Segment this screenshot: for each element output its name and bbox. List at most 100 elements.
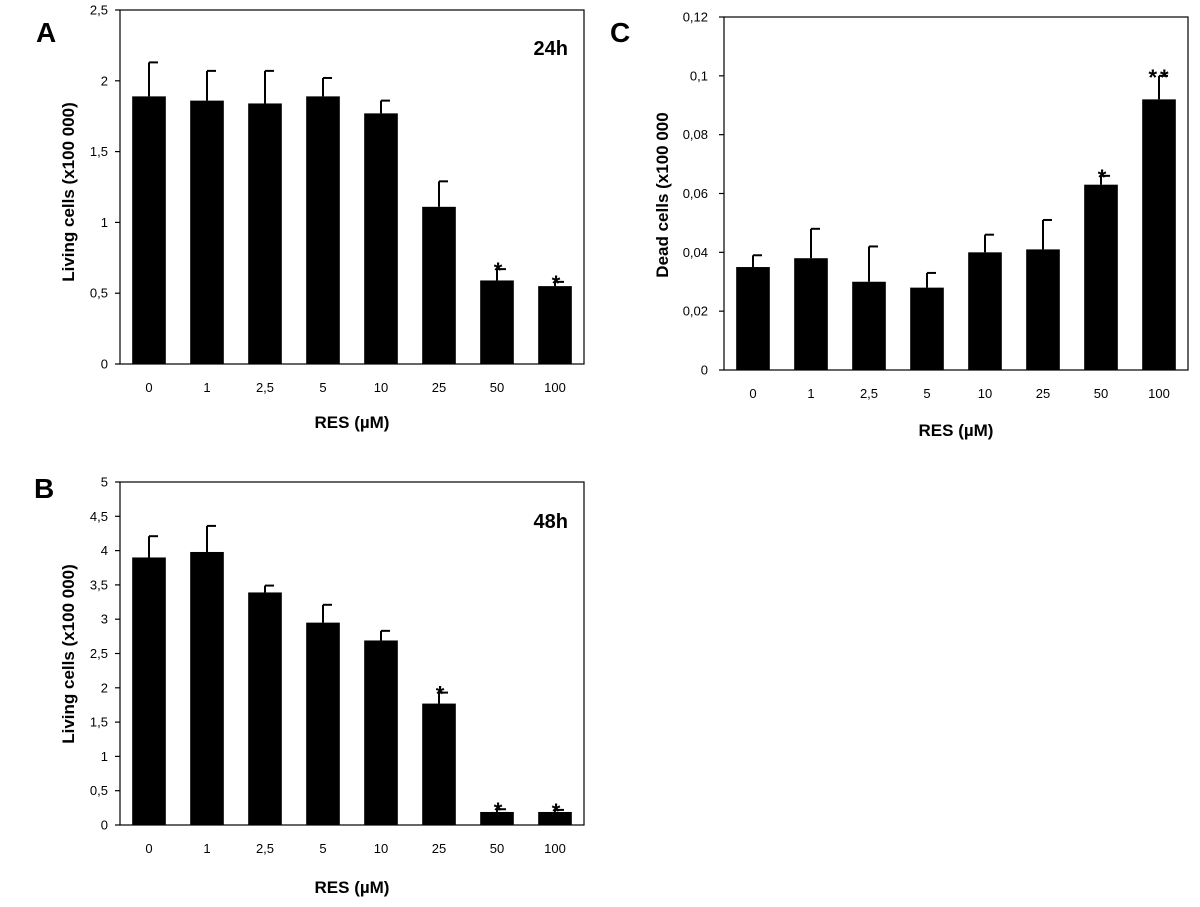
panel-b-x-tick-label: 10 [374, 841, 388, 856]
panel-c-x-tick-label: 25 [1036, 386, 1050, 401]
panel-a-x-tick-label: 25 [432, 380, 446, 395]
panel-c-y-axis-title: Dead cells (x100 000 [653, 112, 672, 277]
panel-b-x-tick-label: 25 [432, 841, 446, 856]
panel-c-x-tick-label: 5 [923, 386, 930, 401]
panel-c-bar [910, 287, 944, 370]
panel-b-y-tick-label: 0,5 [90, 783, 108, 798]
panel-a-plot-area: 0 0,5 1 1,5 2 2,5 0 1 2,5 5 10 25 50 * 100 * [90, 3, 585, 395]
panel-c-bar [736, 267, 770, 370]
panel-a-bar [422, 206, 456, 364]
panel-c-bar [968, 252, 1002, 370]
panel-b-y-axis-title: Living cells (x100 000) [59, 564, 78, 744]
panel-b-x-tick-label: 5 [319, 841, 326, 856]
panel-b-x-tick-label: 1 [203, 841, 210, 856]
panel-c-x-axis-title: RES (µM) [919, 421, 994, 440]
panel-a-x-tick-label: 0 [145, 380, 152, 395]
panel-c-y-tick-label: 0,1 [690, 68, 708, 83]
panel-a-y-tick-label: 1,5 [90, 144, 108, 159]
panel-c: C RES (µM) Dead cells (x100 000 0 0,02 0,0… [610, 10, 1189, 440]
panel-a-x-tick-label: 10 [374, 380, 388, 395]
panel-a: A 24h RES (µM) Living cells (x100 000) 0… [36, 3, 585, 432]
panel-b-bar [422, 703, 456, 825]
panel-a-bar [538, 286, 572, 364]
panel-c-x-tick-label: 100 [1148, 386, 1170, 401]
panel-b-x-axis-title: RES (µM) [315, 878, 390, 897]
panel-a-plot-frame [119, 9, 585, 365]
panel-a-timepoint-label: 24h [534, 38, 568, 60]
panel-a-bar [248, 103, 282, 365]
panel-a-y-tick-label: 1 [101, 215, 108, 230]
panel-b-x-tick-label: 50 [490, 841, 504, 856]
panel-c-y-tick-label: 0,04 [683, 245, 708, 260]
panel-b-significance-marker: * [552, 799, 561, 824]
panel-a-y-tick-label: 0,5 [90, 286, 108, 301]
panel-b-y-tick-label: 5 [101, 475, 108, 490]
panel-b-timepoint-label: 48h [534, 511, 568, 533]
panel-b-bar [190, 551, 224, 825]
panel-b-bar [538, 811, 572, 825]
panel-c-bar [1026, 249, 1060, 370]
panel-b-x-tick-label: 0 [145, 841, 152, 856]
panel-c-x-tick-label: 10 [978, 386, 992, 401]
panel-a-x-tick-label: 100 [544, 380, 566, 395]
panel-c-x-tick-label: 2,5 [860, 386, 878, 401]
panel-a-x-tick-label: 2,5 [256, 380, 274, 395]
panel-a-x-tick-label: 50 [490, 380, 504, 395]
panel-c-bar [852, 281, 886, 370]
panel-letter-b: B [34, 473, 54, 504]
panel-b-y-tick-label: 2 [101, 680, 108, 695]
panel-b-x-tick-label: 2,5 [256, 841, 274, 856]
panel-b-significance-marker: * [494, 798, 503, 823]
panel-c-bar [794, 258, 828, 370]
panel-a-x-tick-label: 5 [319, 380, 326, 395]
panel-b-y-tick-label: 3,5 [90, 577, 108, 592]
panel-c-x-tick-label: 0 [749, 386, 756, 401]
panel-c-plot-frame [723, 16, 1189, 371]
panel-a-x-axis-title: RES (µM) [315, 413, 390, 432]
panel-b: B 48h RES (µM) Living cells (x100 000) 0… [34, 473, 585, 897]
panel-b-y-tick-label: 4 [101, 543, 108, 558]
panel-a-bar [132, 96, 166, 364]
panel-b-significance-marker: * [436, 682, 445, 707]
panel-a-x-tick-label: 1 [203, 380, 210, 395]
panel-b-y-tick-label: 1 [101, 749, 108, 764]
panel-b-bar [306, 622, 340, 825]
panel-c-significance-marker: * [1098, 165, 1107, 190]
panel-b-bar [364, 640, 398, 825]
panel-c-y-tick-label: 0,12 [683, 10, 708, 25]
panel-a-bar [480, 280, 514, 364]
panel-a-bar [190, 100, 224, 365]
panel-c-y-tick-label: 0 [701, 363, 708, 378]
panel-a-y-tick-label: 2,5 [90, 3, 108, 18]
panel-a-significance-marker: * [552, 271, 561, 296]
panel-a-bar [306, 96, 340, 364]
panel-b-plot-area: 00,511,522,533,544,550 1 2,5 5 10 25*50*100* [90, 475, 585, 856]
panel-b-bar [480, 811, 514, 825]
panel-b-bar [132, 557, 166, 825]
panel-a-bar [364, 113, 398, 364]
panel-b-y-tick-label: 3 [101, 612, 108, 627]
panel-c-bar [1142, 99, 1176, 370]
panel-a-y-axis-title: Living cells (x100 000) [59, 102, 78, 282]
panel-c-x-tick-label: 1 [807, 386, 814, 401]
panel-b-y-tick-label: 4,5 [90, 509, 108, 524]
panel-a-y-tick-label: 0 [101, 357, 108, 372]
panel-c-significance-marker: ** [1148, 65, 1171, 90]
panel-b-y-tick-label: 2,5 [90, 646, 108, 661]
panel-c-y-tick-label: 0,02 [683, 304, 708, 319]
panel-b-plot-frame [119, 481, 585, 826]
panel-b-y-tick-label: 1,5 [90, 715, 108, 730]
panel-letter-c: C [610, 17, 630, 48]
panel-b-bar [248, 592, 282, 825]
panel-a-y-tick-label: 2 [101, 73, 108, 88]
panel-b-x-tick-label: 100 [544, 841, 566, 856]
panel-b-y-tick-label: 0 [101, 818, 108, 833]
panel-c-x-tick-label: 50 [1094, 386, 1108, 401]
panel-a-significance-marker: * [494, 258, 503, 283]
panel-letter-a: A [36, 17, 56, 48]
panel-c-plot-area: 0 0,02 0,04 0,06 0,08 0,1 0,12 0 1 2,5 5 10 25 50 * 100… [683, 10, 1189, 401]
panel-c-bar [1084, 184, 1118, 370]
panel-c-y-tick-label: 0,06 [683, 186, 708, 201]
panel-c-y-tick-label: 0,08 [683, 127, 708, 142]
